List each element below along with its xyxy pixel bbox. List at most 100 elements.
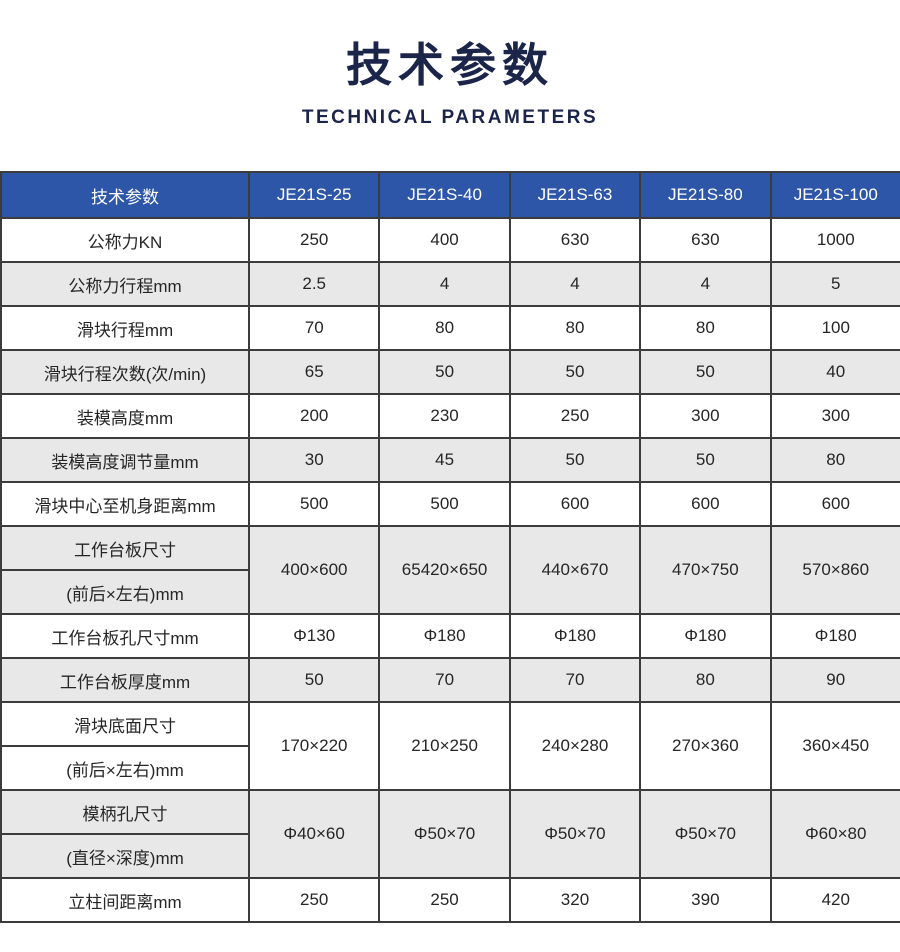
row-label: 公称力行程mm bbox=[0, 261, 250, 308]
cell-value: 570×860 bbox=[769, 525, 900, 616]
row-label: 工作台板尺寸 bbox=[0, 525, 250, 572]
table-row-column-distance: 立柱间距离mm 250 250 320 390 420 bbox=[0, 877, 900, 924]
cell-value: Φ60×80 bbox=[769, 789, 900, 880]
cell-value: 50 bbox=[378, 349, 511, 396]
cell-value: Φ130 bbox=[247, 613, 381, 660]
row-label: 工作台板厚度mm bbox=[0, 657, 250, 704]
cell-value: Φ180 bbox=[378, 613, 511, 660]
cell-value: 200 bbox=[247, 393, 381, 440]
cell-value: 100 bbox=[769, 305, 900, 352]
cell-value: 250 bbox=[247, 217, 381, 264]
cell-value: 440×670 bbox=[508, 525, 642, 616]
cell-value: 500 bbox=[378, 481, 511, 528]
cell-value: 70 bbox=[378, 657, 511, 704]
row-sublabel: (前后×左右)mm bbox=[0, 569, 250, 616]
cell-value: 300 bbox=[639, 393, 772, 440]
cell-value: 5 bbox=[769, 261, 900, 308]
cell-value: Φ180 bbox=[769, 613, 900, 660]
cell-value: 1000 bbox=[769, 217, 900, 264]
cell-value: 630 bbox=[639, 217, 772, 264]
cell-value: Φ50×70 bbox=[508, 789, 642, 880]
table-row-slide-bottom-size-top: 滑块底面尺寸 170×220 210×250 240×280 270×360 3… bbox=[0, 701, 900, 792]
table-row-strokes-per-minute: 滑块行程次数(次/min) 65 50 50 50 40 bbox=[0, 349, 900, 396]
cell-value: 30 bbox=[247, 437, 381, 484]
title-block: 技术参数 TECHNICAL PARAMETERS bbox=[0, 0, 900, 129]
row-label: 立柱间距离mm bbox=[0, 877, 250, 924]
table-row-nominal-force: 公称力KN 250 400 630 630 1000 bbox=[0, 217, 900, 264]
row-sublabel: (直径×深度)mm bbox=[0, 833, 250, 880]
cell-value: 270×360 bbox=[639, 701, 772, 792]
cell-value: 630 bbox=[508, 217, 642, 264]
cell-value: 500 bbox=[247, 481, 381, 528]
column-header-model-je21s-63: JE21S-63 bbox=[508, 171, 642, 220]
page-title: 技术参数 bbox=[346, 39, 554, 91]
table-row-die-height: 装模高度mm 200 230 250 300 300 bbox=[0, 393, 900, 440]
table-row-nominal-force-stroke: 公称力行程mm 2.5 4 4 4 5 bbox=[0, 261, 900, 308]
cell-value: 45 bbox=[378, 437, 511, 484]
row-sublabel: (前后×左右)mm bbox=[0, 745, 250, 792]
table-row-slide-center-to-frame: 滑块中心至机身距离mm 500 500 600 600 600 bbox=[0, 481, 900, 528]
row-label: 装模高度mm bbox=[0, 393, 250, 440]
cell-value: 80 bbox=[508, 305, 642, 352]
cell-value: 600 bbox=[639, 481, 772, 528]
cell-value: 230 bbox=[378, 393, 511, 440]
column-header-model-je21s-40: JE21S-40 bbox=[378, 171, 511, 220]
cell-value: 80 bbox=[769, 437, 900, 484]
cell-value: 70 bbox=[247, 305, 381, 352]
cell-value: 390 bbox=[639, 877, 772, 924]
row-label: 模柄孔尺寸 bbox=[0, 789, 250, 836]
cell-value: 70 bbox=[508, 657, 642, 704]
cell-value: Φ50×70 bbox=[639, 789, 772, 880]
cell-value: 80 bbox=[378, 305, 511, 352]
row-label: 滑块底面尺寸 bbox=[0, 701, 250, 748]
cell-value: 360×450 bbox=[769, 701, 900, 792]
cell-value: Φ40×60 bbox=[247, 789, 381, 880]
cell-value: 210×250 bbox=[378, 701, 511, 792]
cell-value: 65420×650 bbox=[378, 525, 511, 616]
cell-value: 90 bbox=[769, 657, 900, 704]
cell-value: 50 bbox=[639, 437, 772, 484]
table-row-die-height-adjustment: 装模高度调节量mm 30 45 50 50 80 bbox=[0, 437, 900, 484]
row-label: 滑块行程mm bbox=[0, 305, 250, 352]
cell-value: Φ180 bbox=[639, 613, 772, 660]
table-row-worktable-hole-size: 工作台板孔尺寸mm Φ130 Φ180 Φ180 Φ180 Φ180 bbox=[0, 613, 900, 660]
cell-value: 320 bbox=[508, 877, 642, 924]
cell-value: 250 bbox=[247, 877, 381, 924]
cell-value: 250 bbox=[508, 393, 642, 440]
cell-value: 600 bbox=[769, 481, 900, 528]
cell-value: 240×280 bbox=[508, 701, 642, 792]
cell-value: 50 bbox=[508, 437, 642, 484]
row-label: 滑块行程次数(次/min) bbox=[0, 349, 250, 396]
column-header-model-je21s-100: JE21S-100 bbox=[769, 171, 900, 220]
cell-value: Φ50×70 bbox=[378, 789, 511, 880]
row-label: 滑块中心至机身距离mm bbox=[0, 481, 250, 528]
table-row-shank-hole-size-top: 模柄孔尺寸 Φ40×60 Φ50×70 Φ50×70 Φ50×70 Φ60×80 bbox=[0, 789, 900, 880]
cell-value: 300 bbox=[769, 393, 900, 440]
row-label: 工作台板孔尺寸mm bbox=[0, 613, 250, 660]
table-row-shank-hole-size-bottom: (直径×深度)mm bbox=[0, 833, 900, 880]
table-row-worktable-thickness: 工作台板厚度mm 50 70 70 80 90 bbox=[0, 657, 900, 704]
cell-value: 250 bbox=[378, 877, 511, 924]
column-header-parameter: 技术参数 bbox=[0, 171, 250, 220]
column-header-model-je21s-80: JE21S-80 bbox=[639, 171, 772, 220]
cell-value: 50 bbox=[247, 657, 381, 704]
table-row-worktable-size-top: 工作台板尺寸 400×600 65420×650 440×670 470×750… bbox=[0, 525, 900, 616]
cell-value: 4 bbox=[378, 261, 511, 308]
cell-value: 50 bbox=[508, 349, 642, 396]
technical-parameters-table: 技术参数 JE21S-25 JE21S-40 JE21S-63 JE21S-80… bbox=[0, 171, 900, 924]
row-label: 公称力KN bbox=[0, 217, 250, 264]
cell-value: 400 bbox=[378, 217, 511, 264]
cell-value: 80 bbox=[639, 657, 772, 704]
cell-value: Φ180 bbox=[508, 613, 642, 660]
page-subtitle: TECHNICAL PARAMETERS bbox=[301, 107, 599, 129]
table-row-slide-stroke: 滑块行程mm 70 80 80 80 100 bbox=[0, 305, 900, 352]
cell-value: 4 bbox=[639, 261, 772, 308]
cell-value: 420 bbox=[769, 877, 900, 924]
cell-value: 2.5 bbox=[247, 261, 381, 308]
table-row-worktable-size-bottom: (前后×左右)mm bbox=[0, 569, 900, 616]
row-label: 装模高度调节量mm bbox=[0, 437, 250, 484]
table-row-slide-bottom-size-bottom: (前后×左右)mm bbox=[0, 745, 900, 792]
cell-value: 65 bbox=[247, 349, 381, 396]
cell-value: 4 bbox=[508, 261, 642, 308]
